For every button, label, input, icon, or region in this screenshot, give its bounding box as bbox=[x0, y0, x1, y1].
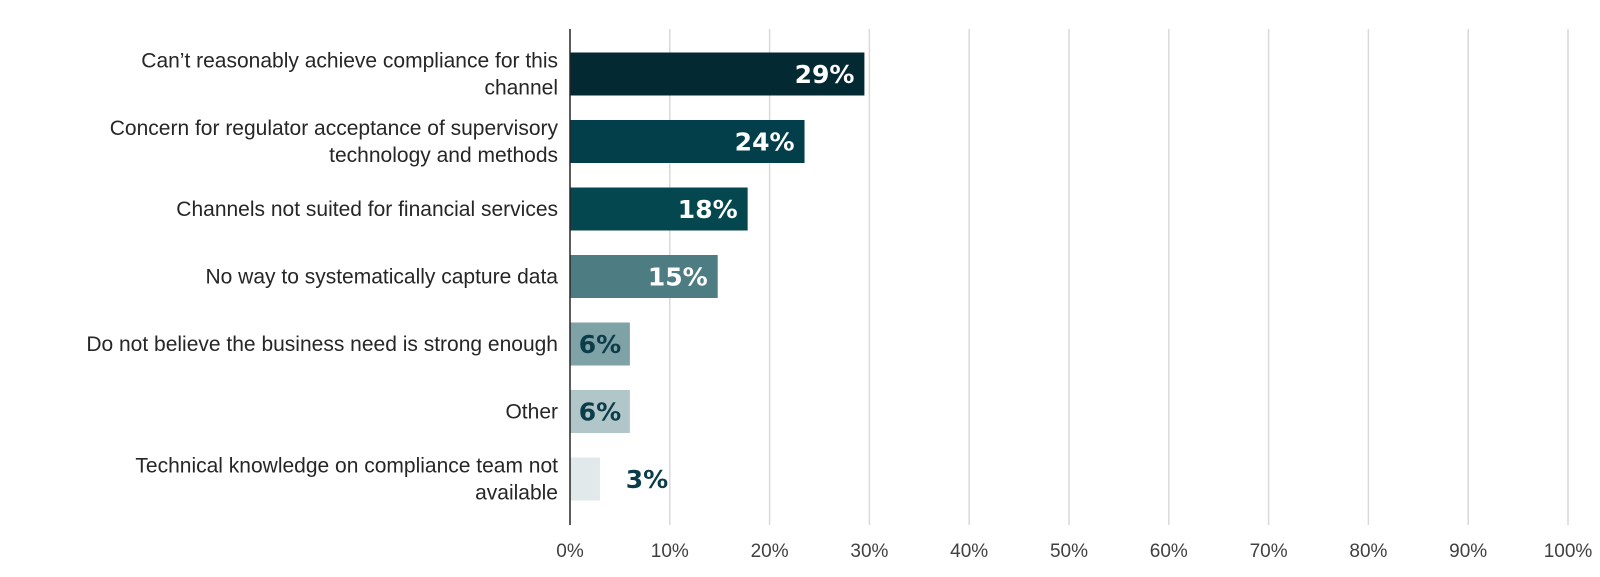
x-tick-label: 100% bbox=[1544, 541, 1593, 562]
category-label: Do not believe the business need is stro… bbox=[86, 333, 558, 356]
bar bbox=[570, 52, 865, 96]
category-label: Channels not suited for financial servic… bbox=[176, 198, 558, 221]
category-label: technology and methods bbox=[329, 144, 558, 167]
bar bbox=[570, 187, 748, 231]
category-label: Other bbox=[505, 401, 558, 424]
category-label: Concern for regulator acceptance of supe… bbox=[110, 117, 559, 140]
bars bbox=[570, 52, 865, 501]
data-label: 6% bbox=[579, 398, 621, 427]
gridlines bbox=[669, 29, 1569, 525]
x-tick-label: 80% bbox=[1349, 541, 1387, 562]
bar bbox=[570, 255, 718, 298]
category-labels: Can’t reasonably achieve compliance for … bbox=[86, 50, 558, 505]
category-label: available bbox=[475, 482, 558, 505]
data-label: 3% bbox=[626, 465, 668, 494]
category-label: Technical knowledge on compliance team n… bbox=[135, 455, 558, 478]
x-tick-label: 30% bbox=[850, 541, 888, 562]
x-tick-label: 20% bbox=[751, 541, 789, 562]
x-tick-labels: 0% 10% 20% 30% 40% 50% 60% 70% 80% 90% 100% bbox=[556, 541, 1592, 562]
data-label: 24% bbox=[735, 128, 795, 157]
x-tick-label: 10% bbox=[651, 541, 689, 562]
bar bbox=[570, 120, 805, 163]
x-tick-label: 60% bbox=[1150, 541, 1188, 562]
data-label: 15% bbox=[648, 263, 708, 292]
data-label: 6% bbox=[579, 330, 621, 359]
data-label: 18% bbox=[678, 195, 738, 224]
bar bbox=[570, 322, 630, 366]
x-tick-label: 50% bbox=[1050, 541, 1088, 562]
x-tick-label: 40% bbox=[950, 541, 988, 562]
category-label: channel bbox=[484, 77, 558, 100]
category-label: Can’t reasonably achieve compliance for … bbox=[141, 50, 558, 73]
data-label: 29% bbox=[795, 60, 855, 89]
x-tick-label: 90% bbox=[1449, 541, 1487, 562]
category-label: No way to systematically capture data bbox=[206, 266, 559, 289]
bar bbox=[570, 390, 630, 433]
x-tick-label: 70% bbox=[1250, 541, 1288, 562]
bar bbox=[570, 457, 600, 501]
data-labels: 29% 24% 18% 15% 6% 6% 3% bbox=[579, 60, 855, 494]
x-tick-label: 0% bbox=[556, 541, 584, 562]
